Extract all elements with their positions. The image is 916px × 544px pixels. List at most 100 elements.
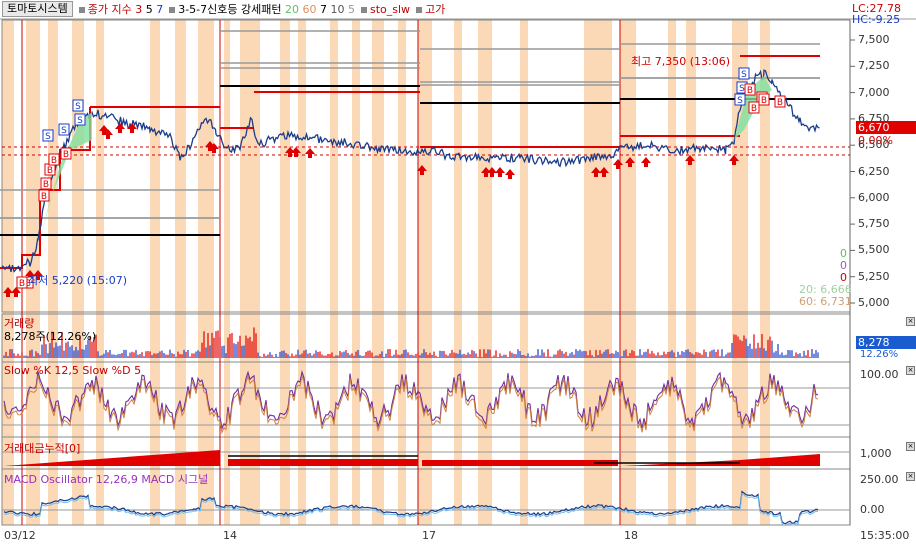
buy-arrow-icon: [205, 141, 215, 151]
signal-band: [686, 20, 696, 525]
indicator-close-price[interactable]: 종가 지수 3 5 7: [78, 1, 163, 17]
buy-marker: [38, 189, 50, 202]
square-icon: [361, 6, 367, 13]
buy-marker: [16, 276, 28, 289]
time-label: 15:35:00: [860, 529, 910, 542]
price-tick-label: 6,000: [858, 190, 890, 204]
buy-arrow-icon: [613, 159, 623, 169]
signal-band: [584, 20, 612, 525]
signal-band: [280, 20, 290, 525]
sell-marker: [58, 123, 70, 136]
sell-marker: [72, 99, 84, 112]
signal-band: [520, 20, 528, 525]
buy-arrow-icon: [729, 155, 739, 165]
x-label-17: 17: [422, 529, 436, 542]
indicator-high[interactable]: 고가: [416, 1, 445, 17]
price-tick-label: 6,250: [858, 164, 890, 178]
price-tick-label: 7,250: [858, 59, 890, 73]
stoch-close-icon[interactable]: ×: [906, 366, 915, 375]
marker-label: B: [747, 86, 753, 96]
signal-band: [175, 20, 186, 525]
buy-arrow-icon: [115, 123, 125, 133]
macd-line: [3, 490, 819, 525]
marker-label: S: [61, 126, 67, 136]
signal-band: [198, 20, 214, 525]
buy-arrow-icon: [305, 148, 315, 158]
buy-arrow-icon: [505, 169, 515, 179]
buy-marker: [48, 153, 60, 166]
x-label-14: 14: [223, 529, 237, 542]
sell-marker: [738, 67, 750, 80]
signal-band: [668, 20, 676, 525]
marker-label: S: [77, 116, 83, 126]
stoch-axis-100: 100.00: [860, 368, 899, 381]
current-price-tag: 6,670: [856, 121, 916, 134]
ma-zero-3: 0: [840, 271, 847, 284]
signal-band: [240, 20, 260, 525]
marker-label: B: [25, 279, 31, 289]
signal-band: [398, 20, 406, 525]
ma20-value: 20: 6,666: [799, 283, 852, 296]
marker-label: S: [75, 102, 81, 112]
sell-marker: [42, 129, 54, 142]
buy-arrow-icon: [291, 147, 301, 157]
buy-arrow-icon: [11, 287, 21, 297]
marker-label: B: [47, 166, 53, 176]
strength-fill: [40, 112, 92, 240]
cum-area: [228, 459, 418, 466]
cum-title: 거래대금누적[0]: [4, 442, 81, 455]
cum-area: [4, 450, 220, 466]
price-tick-label: 5,250: [858, 269, 890, 283]
current-pct: 0.00%: [858, 134, 893, 147]
buy-marker: [744, 83, 756, 96]
buy-marker: [60, 147, 72, 160]
signal-band: [298, 20, 306, 525]
price-line: [1, 69, 820, 273]
indicator-signal-pattern[interactable]: 3-5-7신호등 강세패턴 20 60 7 10 5: [169, 1, 355, 17]
square-icon: [416, 7, 423, 13]
marker-label: S: [739, 84, 745, 94]
signal-band: [760, 20, 770, 525]
macd-axis-0: 0.00: [860, 503, 885, 516]
marker-label: S: [741, 70, 747, 80]
signal-band: [478, 20, 492, 525]
volume-tag: 8,278: [856, 336, 916, 349]
buy-arrow-icon: [625, 157, 635, 167]
macd-close-icon[interactable]: ×: [906, 472, 915, 481]
marker-label: B: [51, 156, 57, 166]
buy-arrow-icon: [3, 287, 13, 297]
square-icon: [169, 7, 176, 13]
ma-zero-2: 0: [840, 259, 847, 272]
buy-arrow-icon: [495, 167, 505, 177]
volume-close-icon[interactable]: ×: [906, 317, 915, 326]
buy-arrow-icon: [487, 167, 497, 177]
signal-band: [352, 20, 360, 525]
param-5: 5: [145, 3, 153, 16]
signal-band: [2, 20, 14, 525]
buy-arrow-icon: [685, 155, 695, 165]
buy-marker: [758, 93, 770, 106]
indicator-sto-slw[interactable]: sto_slw: [361, 3, 410, 16]
volume-value: 8,278주(12.26%): [4, 330, 97, 343]
cum-close-icon[interactable]: ×: [906, 442, 915, 451]
stoch-d-line: [3, 374, 819, 435]
volume-pct: 12.26%: [860, 349, 899, 360]
marker-label: S: [737, 96, 743, 106]
macd-signal-line: [3, 492, 819, 527]
macd-title: MACD Oscillator 12,26,9 MACD 시그널: [4, 473, 209, 486]
buy-arrow-icon: [591, 167, 601, 177]
buy-marker: [748, 101, 760, 114]
system-button[interactable]: 토마토시스템: [2, 1, 73, 17]
param-60: 60: [302, 3, 317, 16]
param-3: 3: [135, 3, 143, 16]
signal-band: [224, 20, 230, 525]
sell-marker: [734, 93, 746, 106]
signal-band: [96, 20, 104, 525]
buy-arrow-icon: [127, 123, 137, 133]
low-annotation: 최저 5,220 (15:07): [28, 274, 128, 287]
buy-arrow-icon: [285, 147, 295, 157]
x-label-18: 18: [624, 529, 638, 542]
param-20: 20: [285, 3, 299, 16]
price-tick-label: 5,500: [858, 243, 890, 257]
